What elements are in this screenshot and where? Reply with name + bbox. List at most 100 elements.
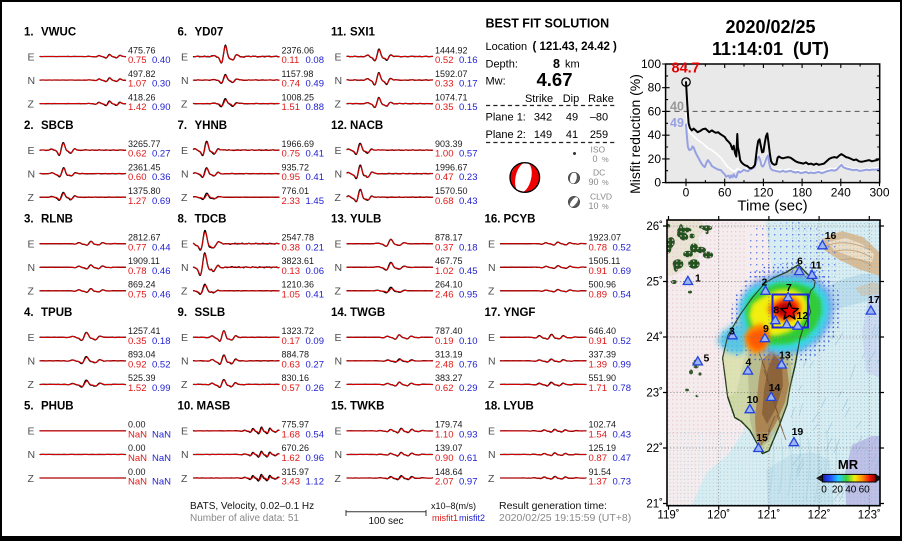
- svg-text:Z: Z: [335, 473, 342, 485]
- svg-text:Depth:: Depth:: [486, 59, 518, 71]
- svg-text:0.89: 0.89: [589, 289, 608, 300]
- svg-text:4.: 4.: [24, 307, 34, 319]
- svg-text:342: 342: [534, 112, 552, 124]
- svg-text:0.27: 0.27: [152, 149, 171, 160]
- svg-text:1.12: 1.12: [306, 477, 325, 488]
- svg-text:13.: 13.: [331, 214, 347, 226]
- svg-text:NaN: NaN: [152, 430, 171, 441]
- svg-text:0.52: 0.52: [613, 336, 632, 347]
- svg-text:E: E: [28, 145, 35, 157]
- svg-text:Z: Z: [28, 192, 35, 204]
- svg-text:0.78: 0.78: [128, 266, 147, 277]
- svg-text:0.87: 0.87: [589, 453, 608, 464]
- svg-text:NaN: NaN: [128, 453, 147, 464]
- svg-text:1.10: 1.10: [435, 430, 454, 441]
- svg-text:300: 300: [869, 186, 889, 200]
- svg-text:VWUC: VWUC: [41, 26, 76, 38]
- svg-text:Z: Z: [181, 286, 188, 298]
- svg-text:40: 40: [648, 128, 662, 142]
- svg-text:PHUB: PHUB: [41, 401, 74, 413]
- svg-text:100 sec: 100 sec: [368, 516, 403, 527]
- svg-text:10.: 10.: [178, 401, 194, 413]
- svg-text:60: 60: [718, 186, 732, 200]
- svg-text:Location: Location: [486, 41, 528, 53]
- svg-text:775.97: 775.97: [282, 420, 310, 430]
- svg-text:E: E: [488, 239, 495, 251]
- svg-text:2376.06: 2376.06: [282, 45, 315, 55]
- svg-text:383.27: 383.27: [435, 373, 463, 383]
- svg-text:0.52: 0.52: [613, 242, 632, 253]
- svg-text:40: 40: [670, 100, 684, 114]
- svg-text:E: E: [28, 239, 35, 251]
- svg-text:0.43: 0.43: [613, 430, 632, 441]
- svg-text:1909.11: 1909.11: [128, 256, 160, 266]
- svg-text:2.33: 2.33: [282, 196, 301, 207]
- svg-text:x10–8(m/s): x10–8(m/s): [431, 501, 476, 511]
- svg-text:misfit2: misfit2: [459, 513, 485, 523]
- svg-text:9: 9: [763, 323, 769, 335]
- svg-text:2.: 2.: [24, 120, 34, 132]
- svg-text:N: N: [181, 356, 189, 368]
- svg-text:24˚: 24˚: [646, 332, 663, 344]
- svg-text:0.74: 0.74: [282, 79, 301, 90]
- svg-text:2.07: 2.07: [435, 477, 454, 488]
- svg-text:km: km: [565, 59, 580, 71]
- svg-text:16.: 16.: [485, 214, 501, 226]
- svg-text:SBCB: SBCB: [41, 120, 74, 132]
- svg-text:1.51: 1.51: [282, 102, 301, 113]
- svg-text:TPUB: TPUB: [41, 307, 72, 319]
- svg-text:0.99: 0.99: [152, 383, 171, 394]
- svg-text:1.02: 1.02: [435, 266, 454, 277]
- svg-text:YULB: YULB: [350, 214, 381, 226]
- svg-text:1505.11: 1505.11: [589, 256, 621, 266]
- svg-text:0.37: 0.37: [435, 242, 454, 253]
- svg-text:3: 3: [729, 325, 735, 337]
- svg-text:BEST FIT SOLUTION: BEST FIT SOLUTION: [486, 17, 610, 31]
- svg-text:TWKB: TWKB: [350, 401, 385, 413]
- svg-text:NaN: NaN: [128, 477, 147, 488]
- svg-text:0.44: 0.44: [152, 242, 171, 253]
- svg-text:0.29: 0.29: [459, 383, 478, 394]
- svg-text:21˚: 21˚: [646, 499, 663, 511]
- svg-text:0.60: 0.60: [128, 172, 147, 183]
- svg-text:9.: 9.: [178, 307, 188, 319]
- svg-text:1008.25: 1008.25: [282, 92, 315, 102]
- svg-text:0.54: 0.54: [306, 430, 325, 441]
- svg-text:0.90: 0.90: [152, 102, 171, 113]
- svg-text:Plane 2:: Plane 2:: [486, 129, 526, 141]
- svg-text:418.26: 418.26: [128, 92, 156, 102]
- svg-text:0.95: 0.95: [459, 289, 478, 300]
- svg-text:123˚: 123˚: [858, 510, 881, 522]
- svg-text:120: 120: [753, 186, 773, 200]
- svg-text:139.07: 139.07: [435, 443, 463, 453]
- svg-text:497.82: 497.82: [128, 69, 156, 79]
- svg-text:0.62: 0.62: [128, 149, 147, 160]
- svg-text:0.57: 0.57: [459, 149, 478, 160]
- svg-text:5.: 5.: [24, 401, 34, 413]
- svg-text:Z: Z: [28, 379, 35, 391]
- svg-text:0.18: 0.18: [459, 242, 478, 253]
- svg-text:0.91: 0.91: [589, 266, 608, 277]
- svg-text:240: 240: [831, 186, 851, 200]
- svg-text:NaN: NaN: [128, 430, 147, 441]
- svg-text:1: 1: [695, 273, 701, 285]
- svg-text:YNGF: YNGF: [504, 307, 536, 319]
- svg-text:N: N: [181, 169, 189, 181]
- svg-text:Z: Z: [488, 286, 495, 298]
- svg-text:787.40: 787.40: [435, 326, 463, 336]
- svg-text:80: 80: [648, 81, 662, 95]
- svg-text:17: 17: [868, 294, 880, 306]
- svg-text:1.07: 1.07: [128, 79, 147, 90]
- svg-text:E: E: [335, 51, 342, 63]
- svg-text:19: 19: [792, 426, 804, 438]
- svg-text:179.74: 179.74: [435, 420, 463, 430]
- svg-text:91.54: 91.54: [589, 467, 612, 477]
- svg-text:0.76: 0.76: [459, 359, 478, 370]
- svg-text:0.00: 0.00: [128, 443, 146, 453]
- svg-text:1.05: 1.05: [282, 289, 301, 300]
- svg-text:1.: 1.: [24, 26, 34, 38]
- svg-text:BATS, Velocity, 0.02–0.1 Hz: BATS, Velocity, 0.02–0.1 Hz: [190, 501, 314, 512]
- svg-text:551.90: 551.90: [589, 373, 617, 383]
- svg-text:148.64: 148.64: [435, 467, 463, 477]
- svg-text:0.41: 0.41: [306, 172, 325, 183]
